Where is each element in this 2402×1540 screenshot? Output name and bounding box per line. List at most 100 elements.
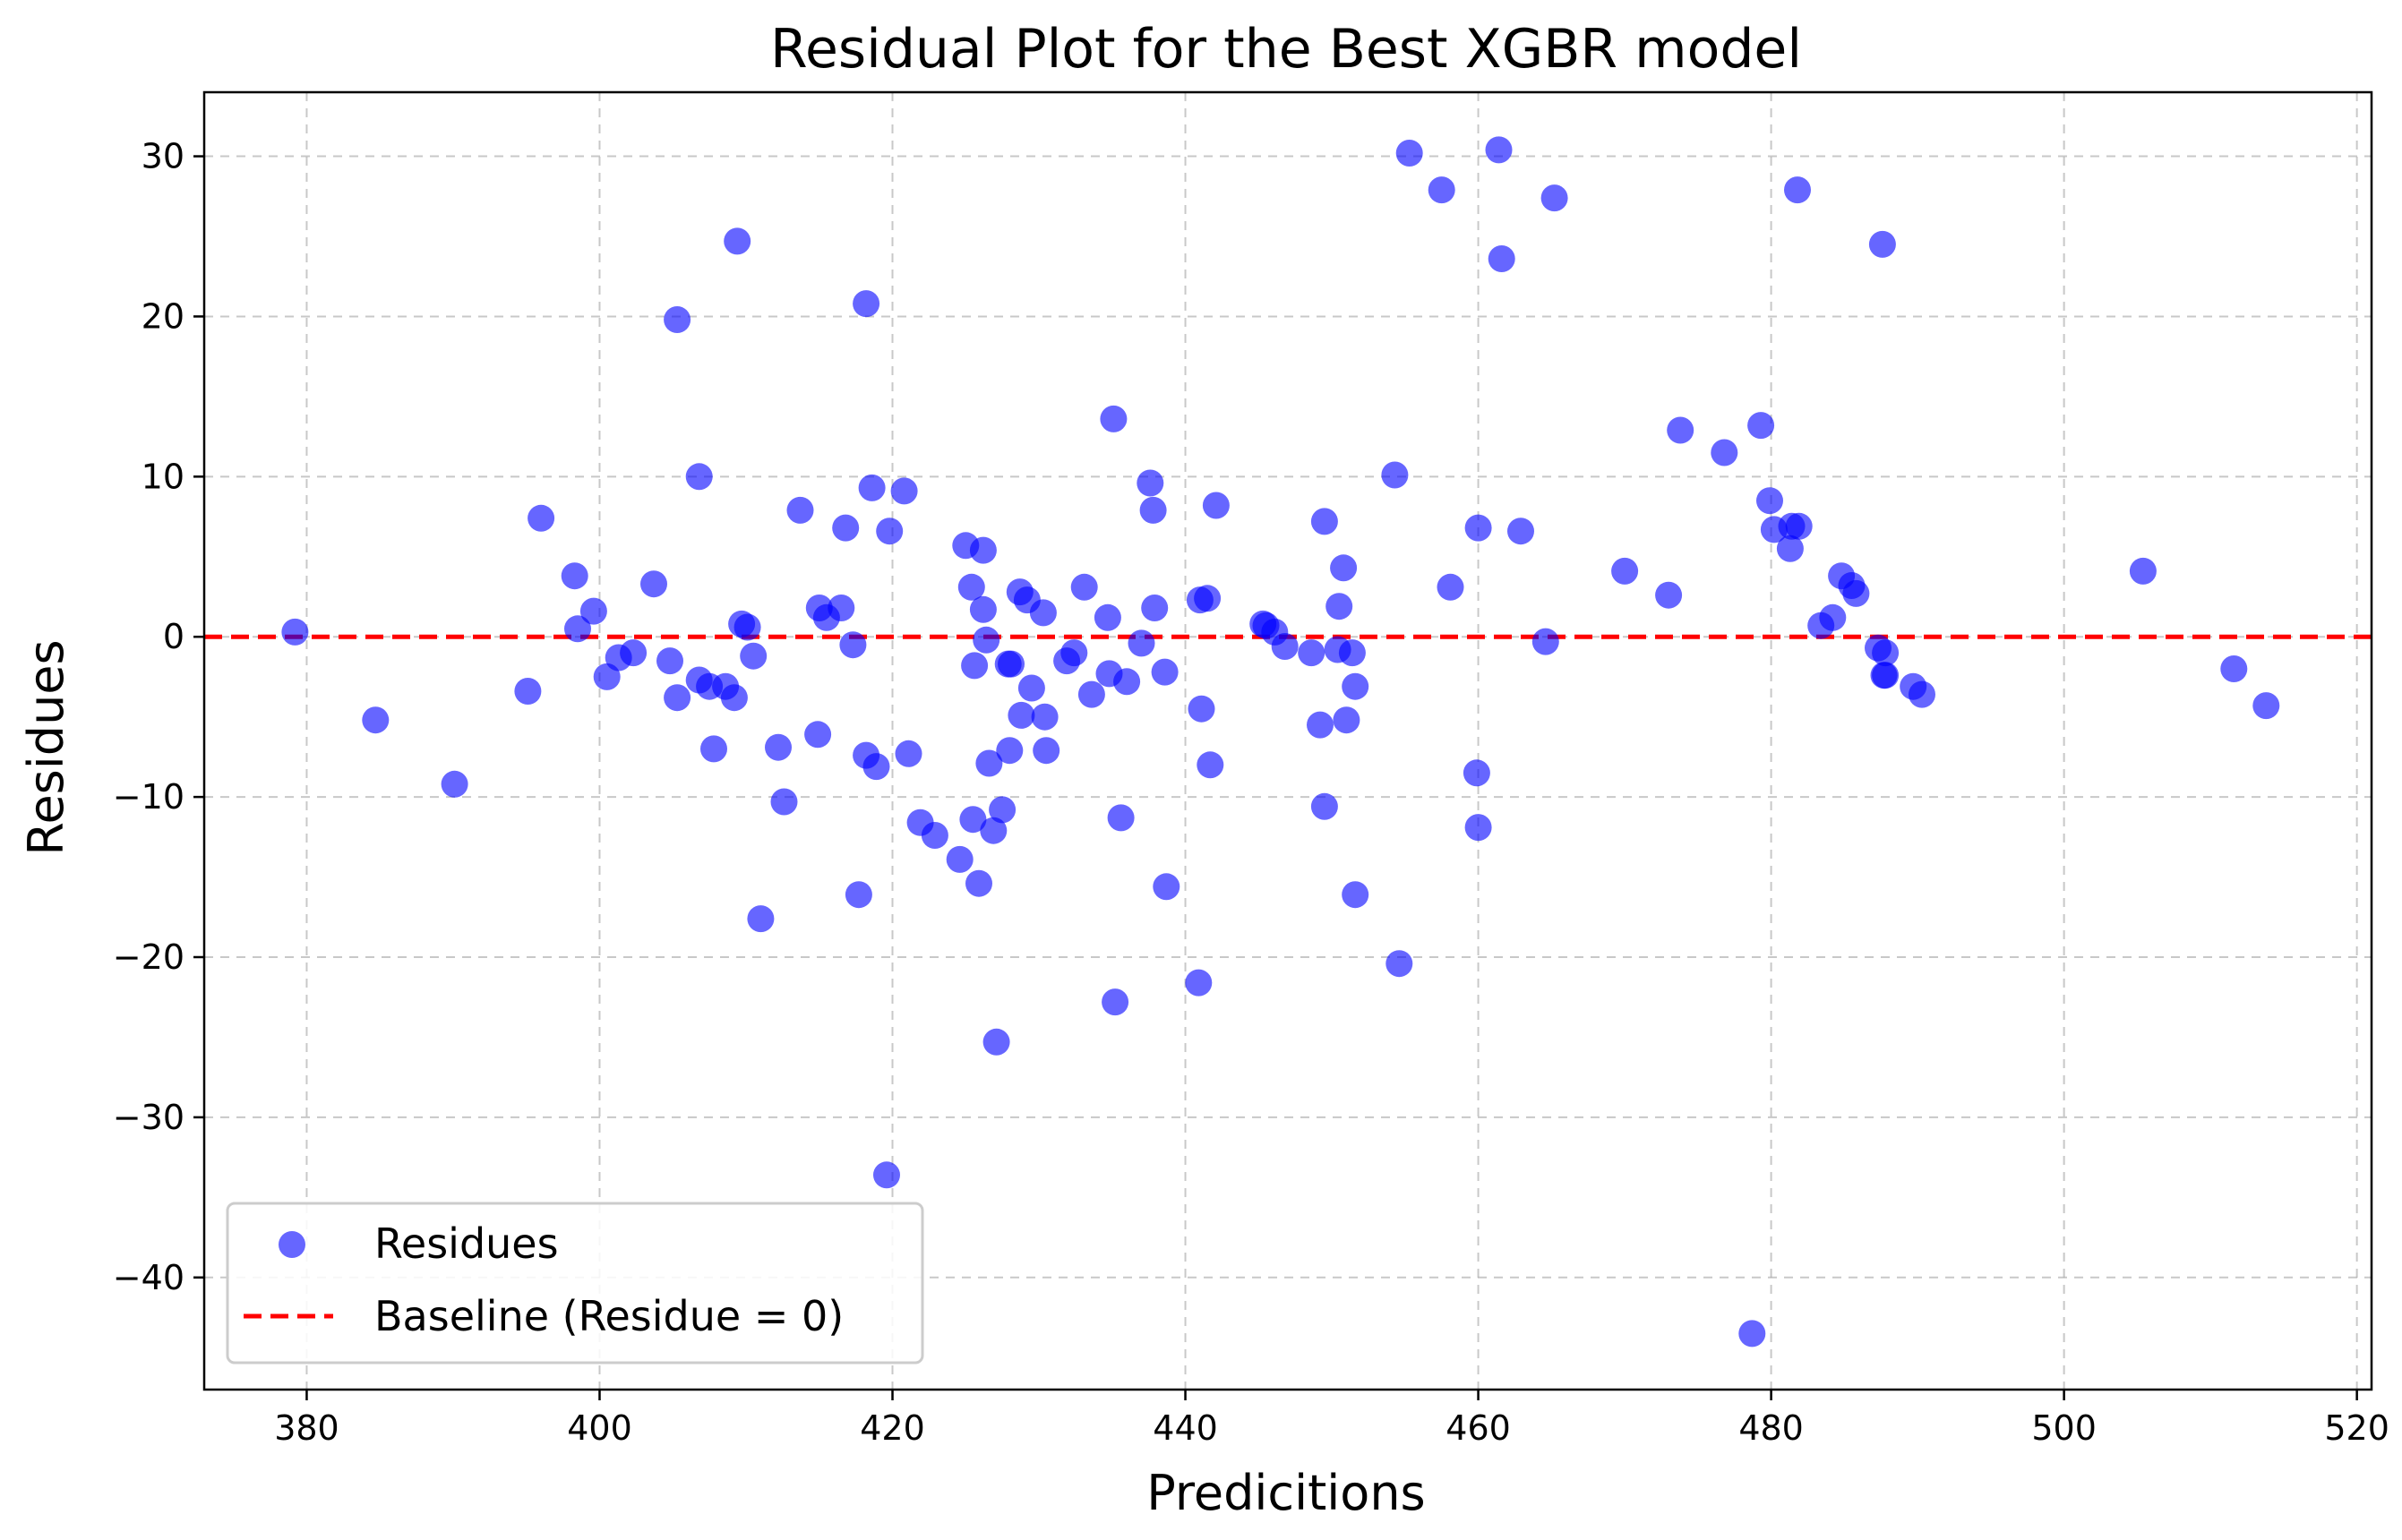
- data-point: [441, 770, 468, 798]
- data-point: [733, 613, 761, 641]
- data-point: [664, 684, 691, 712]
- data-point: [1507, 518, 1534, 545]
- data-point: [998, 650, 1025, 678]
- data-point: [765, 733, 792, 761]
- data-point: [1202, 492, 1230, 519]
- x-tick-label: 380: [274, 1408, 339, 1448]
- data-point: [959, 806, 987, 834]
- y-tick-label: −10: [113, 777, 184, 817]
- data-point: [1151, 658, 1179, 686]
- data-point: [1310, 508, 1338, 535]
- data-point: [957, 573, 985, 601]
- data-point: [989, 796, 1017, 824]
- data-point: [1271, 633, 1299, 660]
- data-point: [2129, 557, 2157, 585]
- data-point: [1747, 412, 1775, 440]
- data-point: [1113, 668, 1141, 696]
- data-point: [720, 684, 748, 712]
- data-point: [528, 504, 555, 532]
- data-point: [895, 740, 922, 767]
- data-point: [946, 845, 974, 873]
- data-point: [832, 514, 860, 542]
- data-point: [1385, 950, 1413, 978]
- legend-box: [226, 1202, 924, 1365]
- data-point: [1611, 557, 1639, 585]
- data-point: [1139, 496, 1167, 524]
- data-point: [1819, 603, 1847, 631]
- x-tick-label: 480: [1738, 1408, 1804, 1448]
- data-point: [1463, 759, 1490, 787]
- data-point: [786, 496, 814, 524]
- data-point: [876, 518, 904, 545]
- data-point: [1029, 599, 1057, 627]
- data-point: [1107, 804, 1135, 832]
- data-point: [982, 1028, 1010, 1056]
- data-point: [1872, 662, 1900, 689]
- data-point: [685, 463, 713, 491]
- y-tick-label: −30: [113, 1098, 184, 1137]
- data-point: [804, 721, 832, 749]
- y-tick-label: 0: [163, 617, 184, 656]
- data-point: [1017, 674, 1045, 702]
- data-point: [1464, 514, 1492, 542]
- data-point: [1137, 469, 1164, 497]
- data-point: [969, 595, 997, 623]
- legend-marker-residues: [279, 1231, 305, 1258]
- y-tick-label: 30: [142, 137, 184, 176]
- data-point: [514, 678, 542, 705]
- x-tick-label: 420: [860, 1408, 925, 1448]
- data-point: [1842, 579, 1870, 607]
- data-point: [1738, 1320, 1766, 1348]
- data-point: [747, 905, 775, 933]
- y-tick-label: −40: [113, 1258, 184, 1297]
- data-point: [1094, 603, 1121, 631]
- x-tick-label: 400: [567, 1408, 632, 1448]
- data-point: [1330, 554, 1358, 582]
- data-point: [724, 227, 751, 255]
- x-axis-title: Predicitions: [1146, 1465, 1425, 1521]
- scatter-points: [281, 136, 2280, 1348]
- data-point: [1342, 672, 1369, 700]
- data-point: [1756, 487, 1783, 515]
- data-point: [1395, 140, 1423, 167]
- chart-title: Residual Plot for the Best XGBR model: [770, 18, 1802, 81]
- data-point: [1194, 585, 1222, 612]
- data-point: [1060, 639, 1088, 667]
- data-point: [969, 536, 997, 564]
- data-point: [1185, 969, 1213, 997]
- axes: 380 400 420 440 460 480 500 520 −40 −30 −20 −10 0 10 2…: [113, 90, 2389, 1448]
- data-point: [1667, 416, 1694, 444]
- data-point: [1100, 405, 1128, 432]
- data-point: [980, 817, 1008, 844]
- data-point: [1128, 629, 1155, 657]
- legend: Residues Baseline (Residue = 0): [226, 1202, 924, 1365]
- data-point: [1711, 439, 1738, 466]
- data-point: [862, 753, 890, 781]
- legend-label-residues: Residues: [374, 1219, 559, 1268]
- data-point: [579, 597, 607, 625]
- data-point: [1070, 573, 1098, 601]
- x-tick-label: 500: [2031, 1408, 2097, 1448]
- data-point: [640, 570, 667, 598]
- data-point: [1310, 792, 1338, 820]
- data-point: [1153, 873, 1180, 901]
- data-point: [1338, 639, 1366, 667]
- data-point: [700, 735, 727, 763]
- data-point: [1333, 706, 1360, 734]
- data-point: [656, 647, 683, 675]
- data-point: [1381, 461, 1409, 489]
- data-point: [1342, 881, 1369, 909]
- data-point: [996, 737, 1024, 765]
- data-point: [1464, 814, 1492, 842]
- y-tick-label: −20: [113, 937, 184, 977]
- data-point: [1868, 230, 1896, 258]
- data-point: [853, 290, 880, 318]
- data-point: [1909, 680, 1935, 708]
- data-point: [1077, 680, 1105, 708]
- y-tick-label: 10: [142, 457, 184, 496]
- data-point: [1307, 711, 1334, 739]
- data-point: [664, 306, 691, 333]
- data-point: [890, 477, 918, 505]
- data-point: [1655, 581, 1683, 609]
